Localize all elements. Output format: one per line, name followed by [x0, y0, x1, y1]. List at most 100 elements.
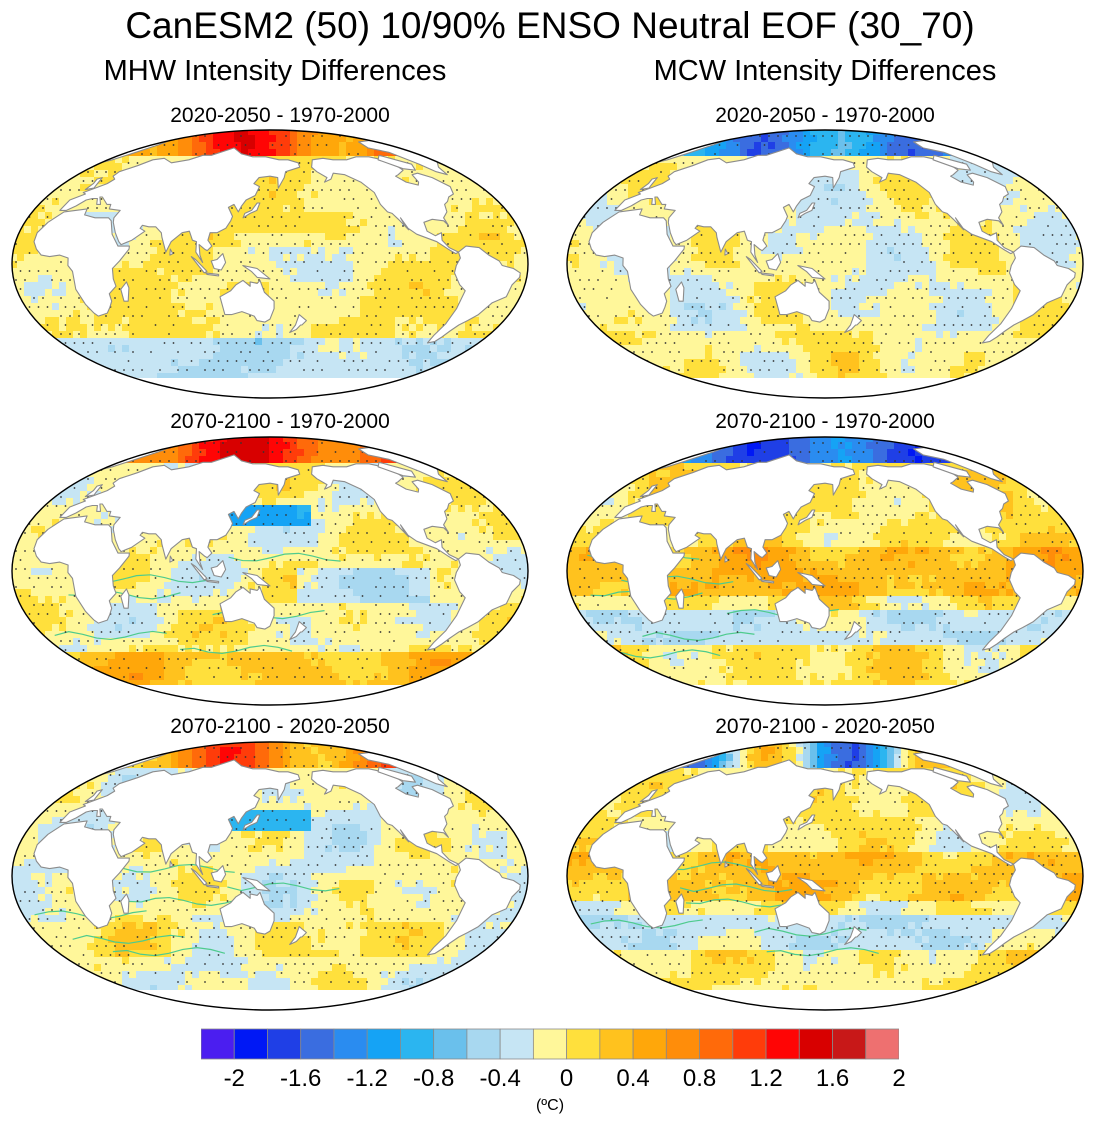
panel-title-mhw-far: 2070-2100 - 1970-2000	[10, 410, 550, 434]
colorbar-tick-label: -1.2	[337, 1066, 397, 1092]
colorbar-box-7	[433, 1028, 468, 1060]
land-borneo	[210, 560, 227, 578]
land-antarctica	[12, 990, 528, 1010]
land-newguinea	[797, 264, 826, 280]
land-samerica	[426, 857, 521, 956]
land-sumatra	[745, 256, 763, 274]
land-baffin	[377, 154, 416, 171]
map-panel-mhw-late	[11, 741, 529, 1011]
land-madagascar	[675, 281, 685, 302]
colorbar-box-16	[732, 1028, 767, 1060]
land-japan	[797, 814, 816, 831]
landmass	[588, 139, 1076, 344]
colorbar-box-0	[201, 1028, 235, 1060]
colorbar-box-2	[267, 1028, 302, 1060]
land-africa	[33, 208, 130, 317]
land-africa	[33, 515, 130, 624]
colorbar-tick-label: 0	[537, 1066, 597, 1092]
land-baffin	[932, 154, 971, 171]
colorbar-box-14	[665, 1028, 700, 1060]
ocean-field	[12, 742, 528, 1010]
land-sri	[724, 555, 729, 563]
map-frame	[11, 741, 529, 1011]
land-antarctica	[12, 378, 528, 398]
land-namerica	[311, 463, 460, 562]
land-africa	[588, 208, 685, 317]
colorbar-box-19	[832, 1028, 867, 1060]
land-uk	[639, 789, 658, 803]
ocean-field	[12, 437, 528, 705]
map-frame	[11, 436, 529, 706]
colorbar-box-4	[333, 1028, 368, 1060]
land-sri	[169, 555, 174, 563]
colorbar-box-15	[699, 1028, 734, 1060]
map-panel-mcw-late	[566, 741, 1084, 1011]
land-samerica	[981, 552, 1076, 651]
land-australia	[774, 891, 830, 935]
land-baffin	[932, 461, 971, 478]
land-sri	[169, 248, 174, 256]
land-sri	[724, 248, 729, 256]
land-uk	[84, 789, 103, 803]
land-madagascar	[675, 893, 685, 914]
land-madagascar	[120, 588, 130, 609]
colorbar-box-5	[366, 1028, 401, 1060]
land-madagascar	[120, 281, 130, 302]
land-java	[760, 272, 775, 277]
land-australia	[774, 279, 830, 323]
land-eurasia	[614, 759, 856, 876]
map-frame	[566, 129, 1084, 399]
land-japan	[242, 509, 261, 526]
land-borneo	[765, 560, 782, 578]
panel-title-mcw-late: 2070-2100 - 2020-2050	[555, 715, 1095, 739]
land-japan	[797, 509, 816, 526]
land-eurasia	[59, 759, 301, 876]
land-samerica	[981, 245, 1076, 344]
land-newguinea	[242, 876, 271, 892]
map-panel-mhw-far	[11, 436, 529, 706]
colorbar-tick-label: 1.2	[736, 1066, 796, 1092]
land-namerica	[866, 156, 1015, 255]
land-borneo	[210, 253, 227, 271]
land-australia	[219, 891, 275, 935]
land-baffin	[377, 766, 416, 783]
land-java	[205, 579, 220, 584]
map-frame	[566, 436, 1084, 706]
land-newguinea	[797, 571, 826, 587]
land-namerica	[866, 463, 1015, 562]
colorbar-box-13	[632, 1028, 667, 1060]
land-sri	[169, 860, 174, 868]
column-title-mhw: MHW Intensity Differences	[0, 53, 550, 89]
landmass	[33, 751, 521, 956]
land-sumatra	[190, 563, 208, 581]
land-africa	[588, 820, 685, 929]
colorbar-box-10	[532, 1028, 568, 1060]
land-antarctica	[567, 685, 1083, 705]
colorbar-box-11	[566, 1028, 601, 1060]
significance-contour	[34, 863, 340, 957]
colorbar-box-17	[765, 1028, 800, 1060]
colorbar-tick-label: -1.6	[271, 1066, 331, 1092]
colorbar-box-20	[865, 1028, 899, 1060]
colorbar-tick-label: 0.4	[603, 1066, 663, 1092]
land-sumatra	[745, 868, 763, 886]
land-eurasia	[59, 454, 301, 571]
land-samerica	[426, 245, 521, 344]
land-borneo	[765, 865, 782, 883]
colorbar-tick-label: -2	[204, 1066, 264, 1092]
land-samerica	[981, 857, 1076, 956]
colorbar	[201, 1028, 899, 1060]
land-namerica	[311, 768, 460, 867]
land-antarctica	[567, 990, 1083, 1010]
land-newguinea	[242, 264, 271, 280]
panel-title-mhw-late: 2070-2100 - 2020-2050	[10, 715, 550, 739]
land-madagascar	[675, 588, 685, 609]
column-title-mcw: MCW Intensity Differences	[550, 53, 1100, 89]
land-japan	[242, 202, 261, 219]
land-japan	[242, 814, 261, 831]
landmass	[588, 751, 1076, 956]
land-newzealand	[844, 926, 862, 946]
land-newguinea	[797, 876, 826, 892]
figure-title: CanESM2 (50) 10/90% ENSO Neutral EOF (30…	[0, 4, 1100, 48]
land-uk	[84, 484, 103, 498]
